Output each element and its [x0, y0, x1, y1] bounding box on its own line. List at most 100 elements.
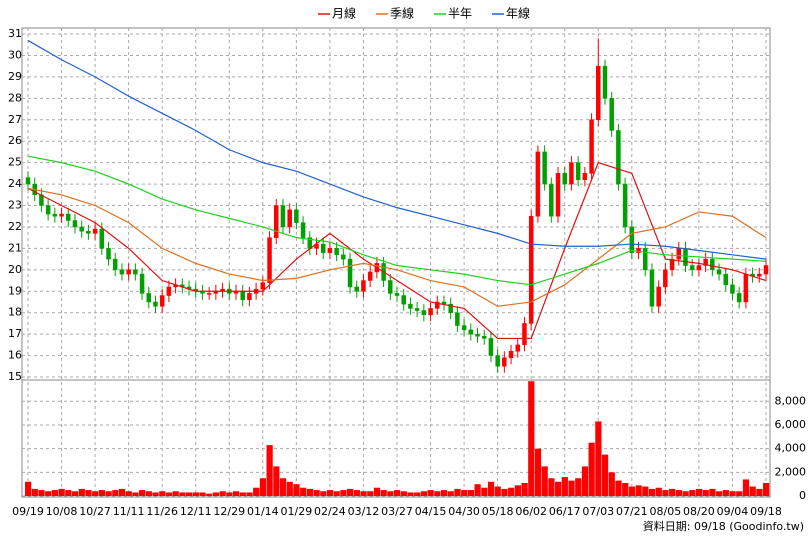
- volume-bar: [105, 491, 112, 496]
- candle-body: [106, 248, 111, 260]
- candle-body: [716, 269, 722, 275]
- x-tick-label: 04/15: [415, 505, 447, 518]
- volume-bar: [112, 490, 119, 496]
- volume-bar: [165, 492, 173, 496]
- volume-bar: [655, 487, 662, 496]
- volume-bar: [756, 488, 763, 496]
- y-tick-label: 29: [8, 70, 22, 83]
- candle-body: [247, 293, 252, 301]
- volume-bar: [246, 492, 253, 496]
- x-tick-label: 03/27: [381, 505, 413, 518]
- ma-line: [27, 161, 767, 340]
- candle-body: [273, 205, 279, 238]
- volume-bar: [521, 482, 528, 496]
- candle-body: [341, 254, 346, 260]
- candle-body: [676, 248, 682, 260]
- volume-bar: [71, 491, 79, 496]
- volume-bar: [45, 491, 52, 496]
- volume-bar: [695, 488, 703, 496]
- candle-body: [575, 162, 581, 181]
- candle-body: [428, 308, 433, 316]
- volume-bar: [300, 487, 307, 496]
- x-tick-label: 11/26: [146, 505, 178, 518]
- volume-bar: [400, 491, 407, 496]
- y-tick-label: 23: [8, 199, 22, 212]
- volume-bar: [414, 492, 421, 496]
- candle-body: [86, 230, 91, 234]
- candle-body: [703, 258, 708, 266]
- volume-bar: [447, 491, 454, 496]
- candle-body: [656, 286, 661, 307]
- y-tick-label: 21: [8, 241, 22, 254]
- volume-bar: [709, 488, 716, 496]
- candle-body: [146, 293, 152, 303]
- volume-bar: [675, 490, 682, 496]
- x-tick-label: 10/08: [46, 505, 78, 518]
- x-tick-label: 01/14: [247, 505, 279, 518]
- volume-bar: [38, 490, 45, 496]
- candle-body: [589, 119, 594, 174]
- candle-body: [99, 228, 105, 249]
- y-tick-label: 18: [8, 306, 22, 319]
- candle-body: [743, 273, 749, 303]
- candle-body: [562, 173, 567, 185]
- volume-bar: [702, 490, 709, 496]
- candle-body: [92, 228, 98, 234]
- candle-body: [555, 173, 561, 217]
- volume-bar: [306, 488, 313, 496]
- candle-body: [320, 243, 326, 253]
- volume-bar: [78, 488, 85, 496]
- volume-bar: [716, 491, 723, 496]
- volume-bar: [333, 491, 340, 496]
- volume-bar: [568, 480, 575, 496]
- candle-body: [569, 162, 574, 185]
- volume-bar: [534, 448, 542, 496]
- y-tick-label: 16: [8, 349, 22, 362]
- volume-bar: [528, 381, 535, 496]
- candle-body: [139, 273, 145, 294]
- volume-bar: [729, 491, 736, 496]
- candle-body: [481, 336, 487, 339]
- y2-tick-label: 4,000: [775, 442, 807, 455]
- candle-body: [367, 271, 373, 281]
- volume-bar: [31, 488, 38, 496]
- candle-body: [159, 295, 165, 307]
- candle-body: [475, 333, 480, 337]
- legend-label: 半年: [448, 7, 472, 21]
- x-tick-label: 09/19: [12, 505, 44, 518]
- candle-body: [649, 269, 655, 307]
- volume-bar: [487, 481, 495, 496]
- y2-tick-label: 6,000: [775, 418, 807, 431]
- legend-label: 月線: [332, 6, 356, 21]
- x-tick-label: 11/11: [113, 505, 145, 518]
- ma-line: [27, 187, 767, 307]
- volume-bar: [474, 484, 481, 496]
- volume-bar: [635, 485, 642, 496]
- volume-bar: [420, 491, 428, 496]
- candle-body: [119, 269, 125, 275]
- volume-bar: [548, 478, 555, 496]
- volume-bar: [387, 491, 394, 496]
- volume-bar: [65, 490, 72, 496]
- volume-bar: [467, 490, 475, 496]
- y2-tick-label: 0: [799, 489, 806, 502]
- volume-bar: [367, 491, 374, 496]
- volume-bar: [85, 490, 92, 496]
- legend-label: 年線: [506, 6, 530, 21]
- volume-bar: [749, 486, 756, 496]
- volume-bar: [118, 488, 126, 496]
- candle-body: [300, 222, 306, 238]
- candle-body: [448, 303, 453, 313]
- volume-bar: [286, 481, 293, 496]
- candle-body: [394, 293, 400, 296]
- y-tick-label: 24: [8, 177, 22, 190]
- volume-bar: [736, 491, 743, 496]
- volume-bar: [662, 490, 669, 496]
- y-tick-label: 28: [8, 91, 22, 104]
- x-tick-label: 12/29: [213, 505, 245, 518]
- candle-body: [522, 323, 527, 346]
- volume-bar: [172, 491, 179, 496]
- candle-body: [334, 248, 339, 256]
- volume-bar: [266, 445, 273, 496]
- volume-bar: [58, 488, 65, 496]
